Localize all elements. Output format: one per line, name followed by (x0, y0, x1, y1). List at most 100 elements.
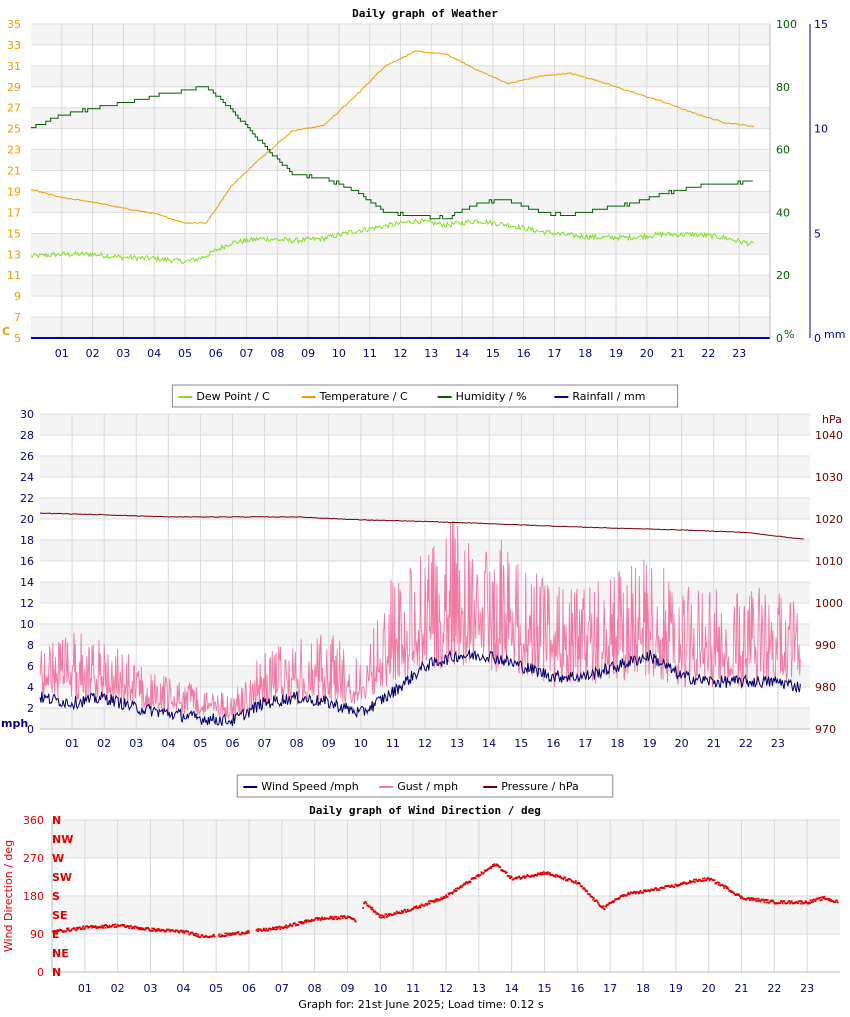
direction-point (679, 884, 681, 886)
direction-point (701, 880, 704, 882)
direction-point (695, 878, 698, 881)
direction-point (611, 901, 613, 904)
direction-point (522, 875, 525, 878)
weather-chart-x-tick: 01 (55, 347, 69, 360)
direction-point (226, 932, 228, 935)
direction-point (316, 917, 319, 919)
wind-direction-chart-x-tick: 15 (538, 982, 552, 995)
rainfall-axis-tick: 5 (814, 227, 821, 240)
compass-label: S (52, 890, 60, 903)
direction-point (277, 926, 280, 929)
temperature-axis-tick: 31 (7, 60, 21, 73)
direction-point (518, 875, 520, 878)
direction-point (201, 934, 204, 936)
direction-point (480, 871, 483, 874)
direction-point (147, 927, 149, 929)
speed-axis-tick: 26 (20, 450, 34, 463)
direction-point (592, 897, 595, 899)
direction-point (405, 910, 408, 913)
direction-point (801, 901, 804, 904)
direction-point (496, 863, 498, 866)
direction-point (495, 864, 498, 867)
direction-point (725, 885, 727, 888)
direction-point (341, 917, 344, 920)
direction-point (300, 922, 303, 925)
direction-point (138, 928, 140, 931)
direction-point (465, 881, 468, 883)
direction-point (634, 891, 636, 894)
direction-point (788, 900, 791, 902)
wind-direction-chart-x-tick: 05 (209, 982, 223, 995)
weather-chart-x-tick: 23 (732, 347, 746, 360)
direction-point (542, 871, 545, 873)
direction-point (540, 873, 543, 876)
direction-point (274, 928, 277, 931)
speed-axis-tick: 10 (20, 618, 34, 631)
direction-point (795, 900, 798, 903)
direction-point (386, 914, 389, 917)
direction-point (143, 928, 146, 931)
direction-point (757, 900, 759, 902)
direction-point (819, 899, 822, 902)
direction-point (104, 926, 107, 929)
direction-point (579, 882, 581, 885)
direction-point (281, 926, 283, 929)
direction-point (264, 930, 267, 932)
direction-point (603, 908, 606, 911)
compass-label: E (52, 928, 60, 941)
direction-point (140, 927, 143, 929)
direction-point (279, 928, 282, 931)
direction-point (263, 929, 266, 931)
direction-point (836, 901, 839, 904)
direction-point (383, 916, 386, 919)
direction-point (460, 885, 462, 888)
direction-point (102, 925, 105, 928)
direction-point (442, 895, 445, 898)
direction-point (766, 899, 769, 901)
direction-point (332, 916, 335, 919)
direction-point (103, 924, 106, 927)
direction-point (733, 892, 736, 895)
direction-point (165, 929, 168, 932)
direction-point (762, 899, 765, 902)
rainfall-axis-unit: mm (824, 328, 845, 341)
temperature-axis-tick: 17 (7, 206, 21, 219)
direction-point (516, 877, 519, 879)
wind-direction-chart-x-tick: 11 (406, 982, 420, 995)
compass-label: N (52, 814, 61, 827)
direction-point (707, 877, 710, 880)
direction-point (237, 931, 240, 934)
direction-point (192, 932, 195, 935)
wind-chart-x-tick: 05 (193, 737, 207, 750)
direction-point (90, 924, 93, 927)
direction-point (805, 901, 808, 903)
pressure-axis-tick: 1030 (815, 471, 843, 484)
direction-point (828, 897, 831, 900)
direction-point (189, 933, 191, 935)
direction-point (774, 902, 777, 905)
wind-direction-chart-x-tick: 02 (111, 982, 125, 995)
direction-point (157, 927, 159, 930)
direction-point (309, 920, 312, 923)
weather-chart-x-tick: 17 (547, 347, 561, 360)
direction-point (790, 900, 793, 903)
direction-point (418, 904, 421, 907)
direction-point (404, 908, 406, 911)
direction-point (395, 910, 398, 913)
direction-point (101, 924, 103, 927)
direction-point (509, 877, 511, 880)
direction-point (195, 932, 198, 935)
direction-point (820, 896, 823, 899)
direction-point (272, 926, 274, 929)
direction-point (649, 889, 652, 892)
direction-point (262, 929, 264, 932)
wind-chart-x-tick: 12 (418, 737, 432, 750)
rainfall-axis-tick: 15 (814, 18, 828, 31)
direction-point (601, 906, 603, 909)
direction-point (676, 885, 679, 887)
direction-point (554, 876, 557, 878)
direction-point (689, 881, 692, 884)
direction-point (265, 927, 268, 930)
temperature-axis-tick: 15 (7, 227, 21, 240)
temperature-axis-tick: 33 (7, 39, 21, 52)
